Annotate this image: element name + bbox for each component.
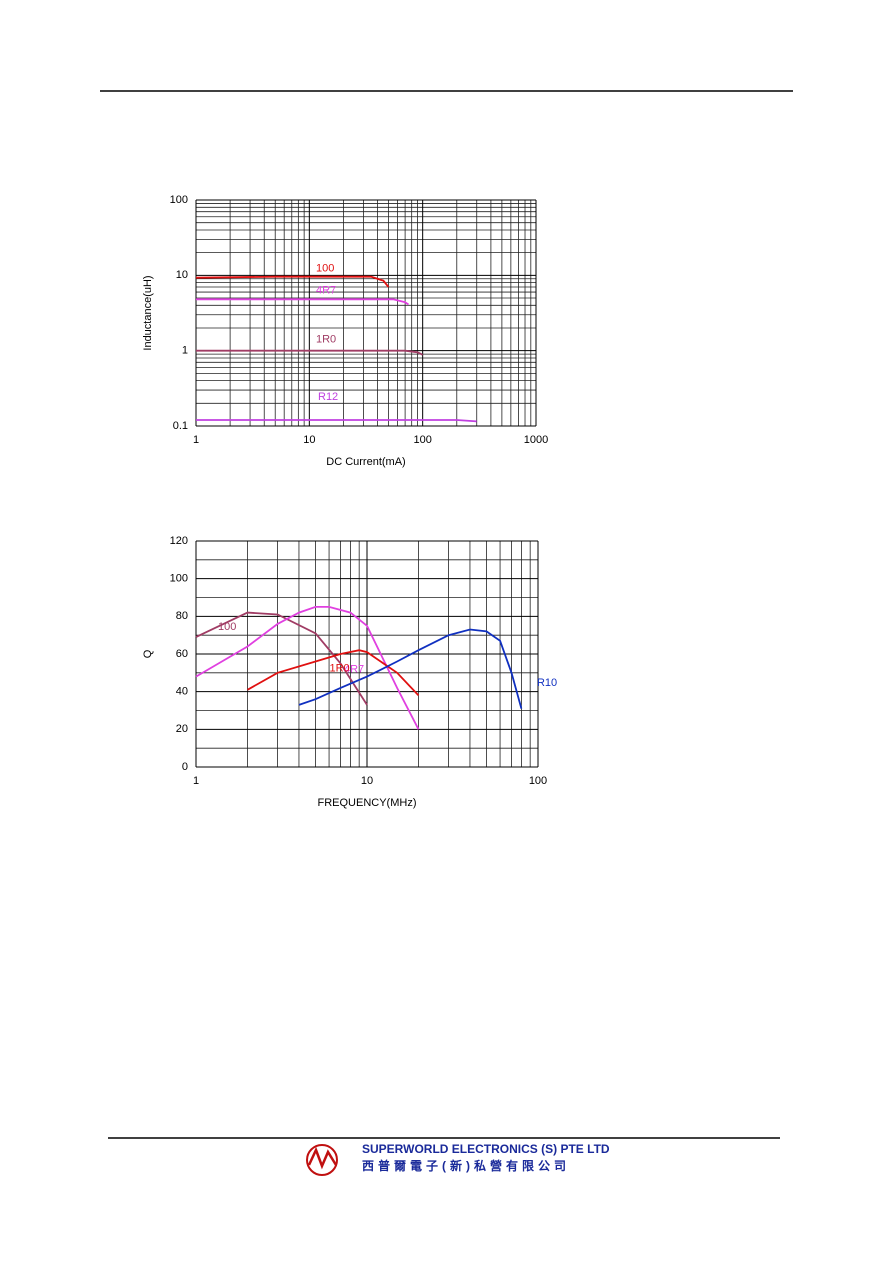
series-label: R12 [318, 391, 338, 403]
series-label: 1R0 [316, 334, 336, 346]
y-tick-label: 10 [176, 269, 188, 281]
series-line [196, 419, 477, 423]
series-label: 4R7 [344, 664, 364, 676]
y-tick-label: 20 [176, 723, 188, 735]
x-tick-label: 100 [413, 434, 431, 446]
series-label: 1R0 [329, 663, 349, 675]
y-tick-label: 80 [176, 610, 188, 622]
y-tick-label: 100 [170, 573, 188, 585]
y-tick-label: 120 [170, 535, 188, 547]
series-line [196, 349, 424, 356]
company-name-chinese: 西普爾電子(新)私營有限公司 [362, 1158, 570, 1173]
x-tick-label: 100 [529, 775, 547, 787]
series-label: R10 [537, 677, 557, 689]
series-line [298, 628, 523, 709]
series-line [247, 649, 420, 697]
company-name: SUPERWORLD ELECTRONICS (S) PTE LTD [362, 1142, 610, 1156]
series-label: 4R7 [316, 284, 336, 296]
x-axis-label: DC Current(mA) [326, 456, 405, 468]
y-tick-label: 60 [176, 648, 188, 660]
x-tick-label: 10 [361, 775, 373, 787]
series-label: 100 [218, 621, 236, 633]
series-label: 100 [316, 263, 334, 275]
y-axis-label: Q [142, 649, 154, 658]
logo [306, 1144, 338, 1176]
x-axis-label: FREQUENCY(MHz) [318, 797, 417, 809]
y-tick-label: 100 [170, 194, 188, 206]
x-tick-label: 10 [303, 434, 315, 446]
series-line [196, 298, 410, 306]
series-line [195, 611, 368, 706]
y-tick-label: 1 [182, 345, 188, 357]
x-tick-label: 1 [193, 434, 199, 446]
y-tick-label: 40 [176, 686, 188, 698]
series-line [195, 275, 390, 288]
series-line [195, 606, 420, 730]
y-tick-label: 0 [182, 761, 188, 773]
x-tick-label: 1000 [524, 434, 548, 446]
y-axis-label: Inductance(uH) [142, 275, 154, 350]
y-tick-label: 0.1 [173, 420, 188, 432]
x-tick-label: 1 [193, 775, 199, 787]
